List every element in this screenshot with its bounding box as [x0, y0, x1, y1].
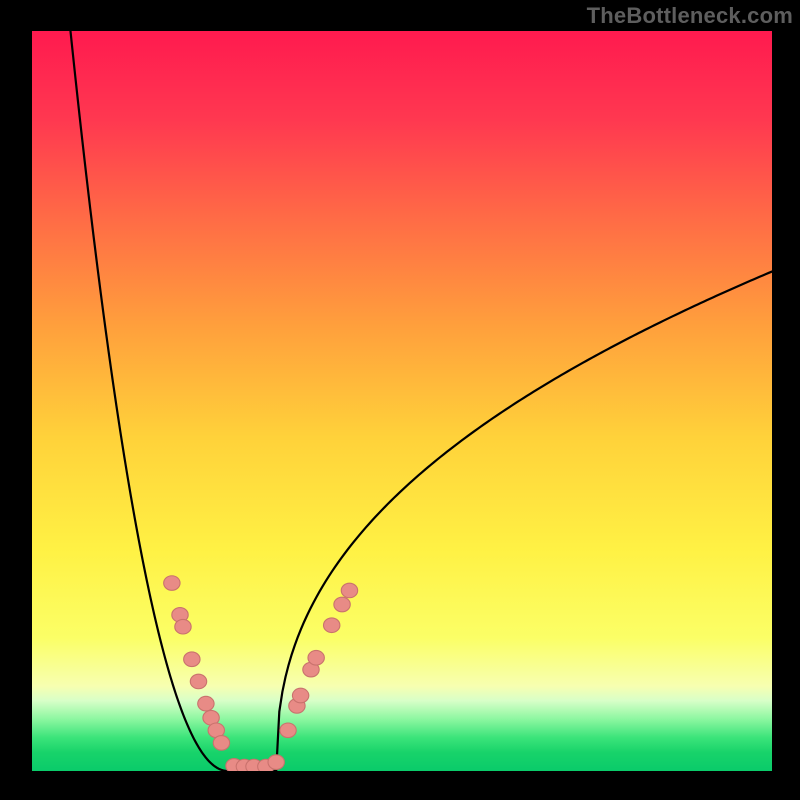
data-marker [268, 755, 284, 770]
plot-area [32, 31, 772, 771]
data-marker [213, 736, 229, 751]
data-marker [198, 696, 214, 711]
data-marker [341, 583, 357, 598]
data-marker [292, 688, 308, 703]
data-marker [334, 597, 350, 612]
heat-background [32, 31, 772, 771]
data-marker [280, 723, 296, 738]
data-marker [175, 619, 191, 634]
data-marker [308, 650, 324, 665]
data-marker [184, 652, 200, 667]
chart-svg [32, 31, 772, 771]
watermark: TheBottleneck.com [587, 3, 793, 29]
data-marker [190, 674, 206, 689]
data-marker [324, 618, 340, 633]
data-marker [164, 576, 180, 591]
